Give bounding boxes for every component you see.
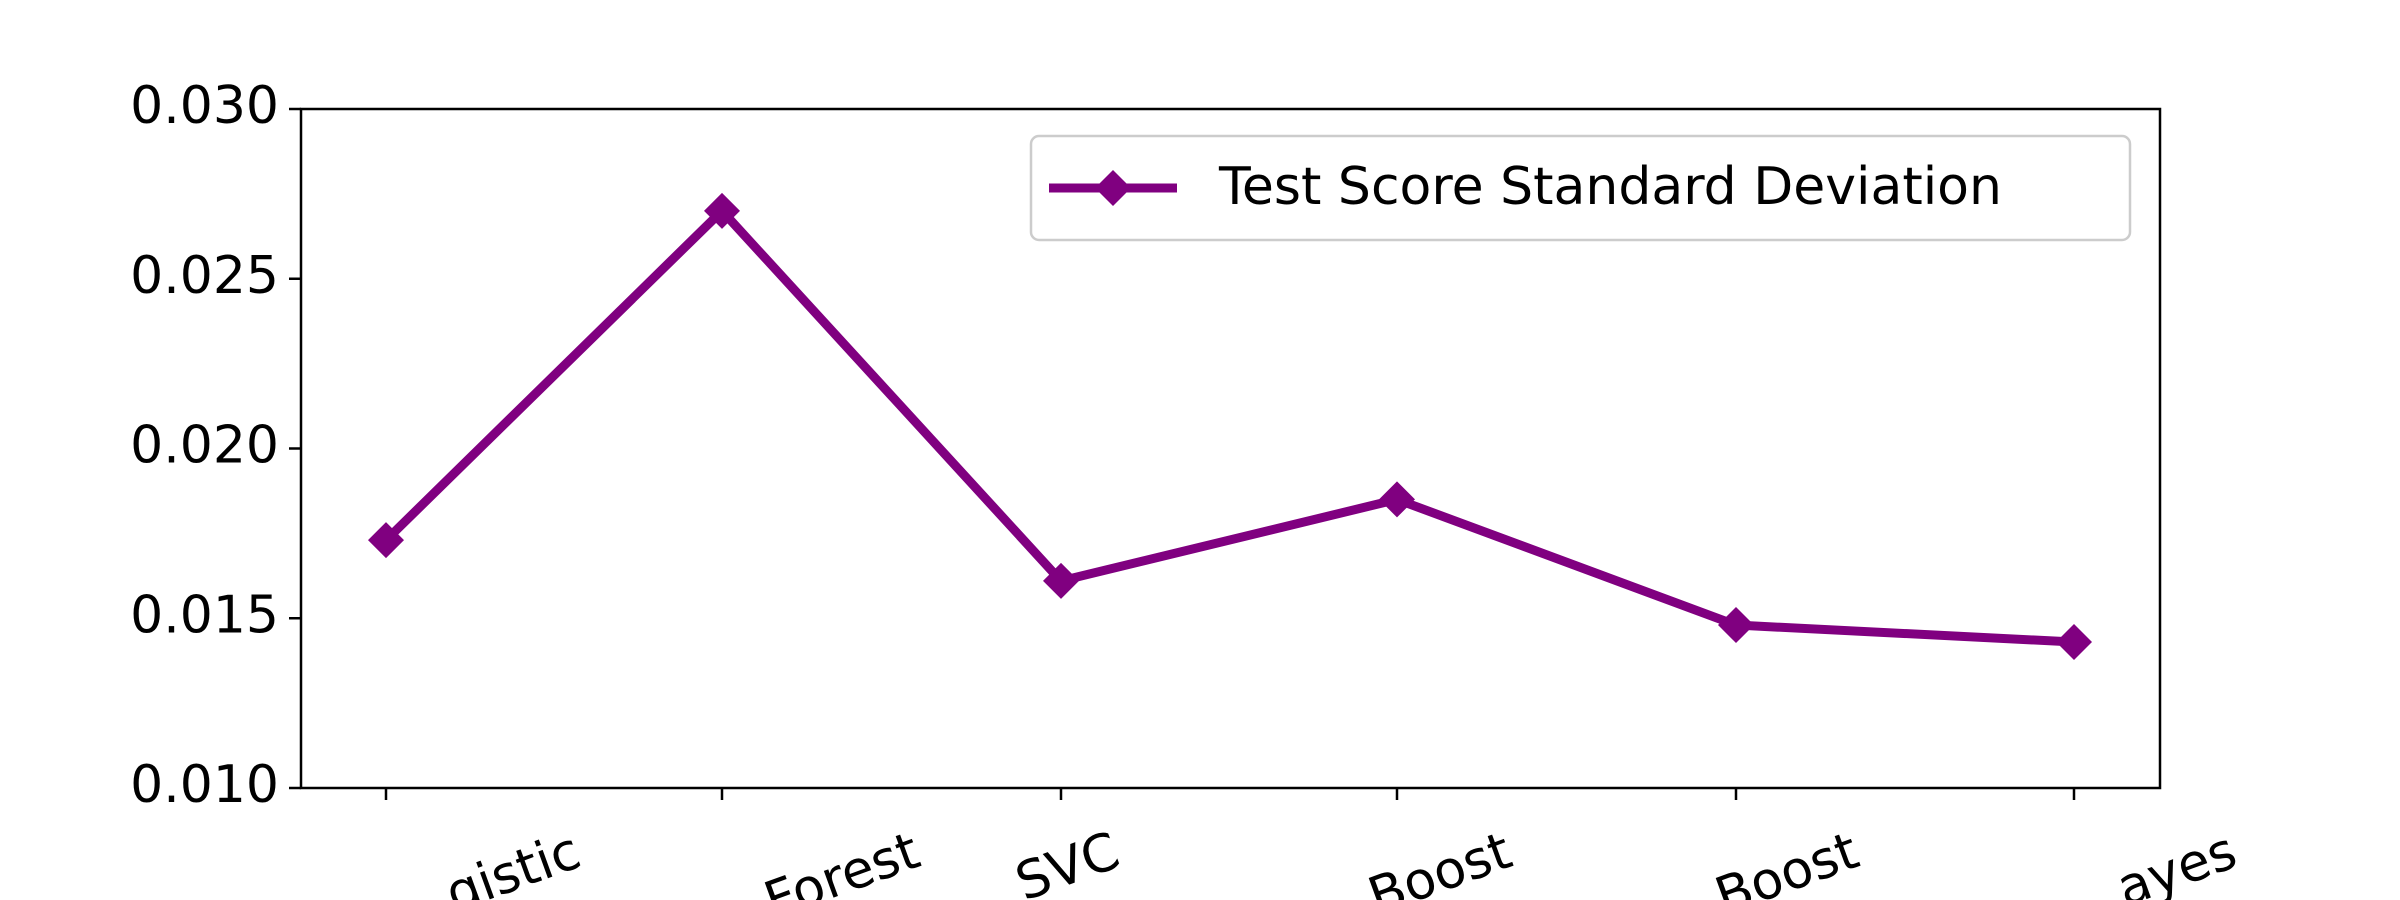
x-tick-label: Boost bbox=[1708, 821, 1866, 900]
y-tick-label: 0.010 bbox=[130, 755, 279, 815]
y-tick-label: 0.015 bbox=[130, 585, 279, 645]
y-tick-label: 0.025 bbox=[130, 246, 279, 306]
x-tick-label: ayes bbox=[2109, 821, 2244, 900]
x-tick-label: Boost bbox=[1361, 821, 1519, 900]
series-line bbox=[382, 206, 2075, 647]
legend: Test Score Standard Deviation bbox=[1029, 134, 2132, 242]
x-tick-label: Forest bbox=[757, 821, 927, 900]
y-tick-label: 0.030 bbox=[130, 76, 279, 136]
x-tick-label: SVC bbox=[1008, 821, 1127, 900]
data-point bbox=[2056, 624, 2092, 661]
data-point bbox=[1043, 562, 1079, 599]
x-tick-label: gistic bbox=[438, 821, 588, 900]
data-point bbox=[368, 522, 404, 559]
legend-label: Test Score Standard Deviation bbox=[1218, 157, 2002, 217]
data-point bbox=[1379, 481, 1415, 518]
legend-marker bbox=[1095, 170, 1131, 206]
data-point bbox=[704, 192, 740, 229]
data-point bbox=[1718, 607, 1754, 644]
y-tick-label: 0.020 bbox=[130, 416, 279, 476]
legend-box bbox=[1029, 134, 2132, 242]
